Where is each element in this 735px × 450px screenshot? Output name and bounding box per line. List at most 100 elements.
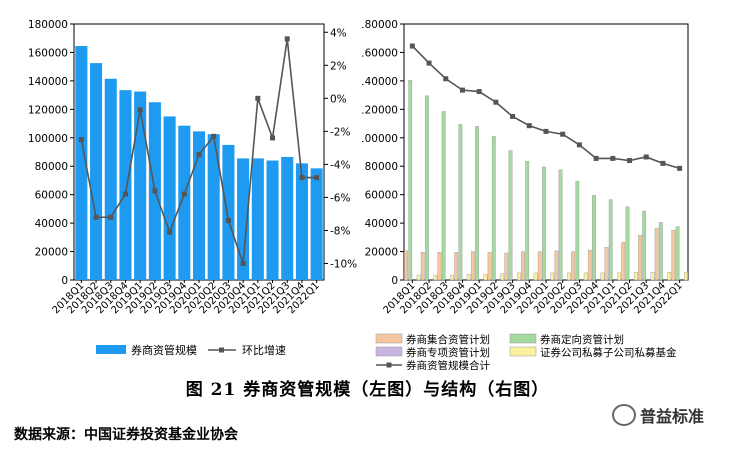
legend-label-directional: 券商定向资管计划 <box>540 333 624 346</box>
total-point-2019Q3 <box>510 113 516 119</box>
legend-label-growth: 环比增速 <box>242 343 286 357</box>
bar-collective-2018Q1 <box>404 250 408 281</box>
bar-private-2020Q4 <box>600 272 605 281</box>
figure-caption: 图 21 券商资管规模（左图）与结构（右图） <box>185 380 550 400</box>
bar-scale-2018Q3 <box>104 78 117 280</box>
growth-point-2018Q3 <box>108 214 114 220</box>
bar-directional-2021Q4 <box>658 222 663 281</box>
bar-private-2019Q4 <box>533 272 538 281</box>
left-y2-tick-label: -2% <box>330 126 350 138</box>
right-y-tick-label: 0 <box>391 275 398 287</box>
bar-private-2019Q3 <box>516 272 521 281</box>
left-y-tick-label: 40000 <box>35 218 68 230</box>
left-y-tick-label: 140000 <box>28 76 68 88</box>
bar-private-2021Q4 <box>667 271 672 281</box>
bar-directional-2022Q1 <box>675 226 680 281</box>
watermark: 普益标准 <box>612 403 704 427</box>
bar-directional-2020Q4 <box>592 195 596 281</box>
total-point-2018Q2 <box>426 60 432 66</box>
right-y-tick-label: 60000 <box>365 190 398 202</box>
growth-point-2020Q4 <box>240 260 246 266</box>
right-bars <box>404 79 688 281</box>
left-y-tick-label: 100000 <box>28 133 68 145</box>
left-bars <box>75 46 323 280</box>
bar-collective-2019Q1 <box>470 251 475 281</box>
bar-scale-2018Q2 <box>90 63 103 280</box>
bar-scale-2019Q1 <box>134 91 147 280</box>
left-y2-axis: 4% 2% 0% -2% -4% -6% -8% -10% <box>324 27 357 270</box>
bar-directional-2019Q1 <box>475 126 479 281</box>
right-y-tick-label: 160000 <box>362 47 398 59</box>
total-point-2021Q1 <box>610 155 616 161</box>
growth-point-2021Q3 <box>284 36 290 42</box>
legend-swatch-private <box>509 346 537 357</box>
legend-label-private: 证券公司私募子公司私募基金 <box>540 346 677 359</box>
growth-point-2018Q1 <box>78 137 84 143</box>
bar-collective-2019Q3 <box>504 252 509 281</box>
left-y2-tick-label: -6% <box>330 192 350 204</box>
right-plot-area <box>403 23 689 281</box>
total-point-2018Q1 <box>409 43 415 49</box>
growth-point-2019Q1 <box>137 107 143 113</box>
growth-point-2019Q2 <box>152 188 158 194</box>
bar-collective-2018Q2 <box>420 252 425 281</box>
left-y2-tick-label: -8% <box>330 225 350 237</box>
left-y-tick-label: 120000 <box>28 104 68 116</box>
left-y2-tick-label: 2% <box>330 60 347 72</box>
bar-scale-2019Q3 <box>163 116 176 280</box>
bar-scale-2020Q1 <box>192 131 206 280</box>
bar-directional-2019Q2 <box>491 136 496 281</box>
bar-collective-2020Q2 <box>554 250 559 281</box>
bar-collective-2021Q4 <box>654 227 659 281</box>
left-y2-tick-label: -10% <box>330 258 357 270</box>
bar-private-2021Q3 <box>650 271 655 281</box>
left-y2-tick-label: 0% <box>330 93 347 105</box>
bar-directional-2018Q2 <box>425 95 429 281</box>
right-y-axis: 0 20000 40000 60000 80000 100000 120000 140000 1… <box>362 19 404 287</box>
bar-private-2020Q1 <box>550 272 555 281</box>
total-point-2019Q2 <box>493 99 499 105</box>
legend-swatch-special <box>375 346 403 357</box>
growth-point-2020Q1 <box>196 151 202 157</box>
watermark-text: 普益标准 <box>640 407 705 426</box>
bar-directional-2018Q3 <box>441 111 446 281</box>
bar-scale-2019Q4 <box>178 125 191 280</box>
bar-directional-2021Q3 <box>642 210 647 281</box>
total-point-2022Q1 <box>677 165 683 171</box>
legend-swatch-growth-marker <box>219 347 224 353</box>
left-y-tick-label: 0 <box>61 275 68 287</box>
left-y-tick-label: 60000 <box>35 190 68 202</box>
bar-collective-2020Q1 <box>537 251 542 281</box>
bar-collective-2019Q2 <box>487 252 492 281</box>
bar-private-2020Q3 <box>583 272 588 281</box>
bar-scale-2021Q4 <box>295 163 308 280</box>
bar-private-2022Q1 <box>684 271 688 281</box>
bar-directional-2020Q1 <box>541 166 546 281</box>
left-chart: 0 20000 40000 60000 80000 100000 120000 140000 1… <box>28 19 357 357</box>
right-y-tick-label: 140000 <box>362 76 398 88</box>
total-point-2019Q1 <box>476 89 482 95</box>
right-y-tick-label: 120000 <box>362 104 398 116</box>
total-point-2020Q1 <box>543 128 549 134</box>
legend-label-collective: 券商集合资管计划 <box>406 333 490 346</box>
bar-directional-2018Q4 <box>458 124 463 281</box>
bar-directional-2019Q3 <box>508 150 513 281</box>
left-y-tick-label: 160000 <box>28 47 68 59</box>
left-y-tick-label: 180000 <box>28 19 68 31</box>
growth-point-2020Q3 <box>225 218 231 224</box>
growth-point-2021Q1 <box>255 95 261 101</box>
legend-label-special: 券商专项资管计划 <box>406 346 490 359</box>
total-point-2019Q4 <box>526 123 532 129</box>
total-point-2021Q2 <box>627 158 633 164</box>
right-y-tick-label: 20000 <box>365 247 398 259</box>
growth-point-2018Q4 <box>122 191 128 197</box>
bar-private-2018Q2 <box>433 274 438 281</box>
left-y-tick-label: 80000 <box>35 161 68 173</box>
right-y-tick-label: 100000 <box>362 133 398 145</box>
bar-directional-2020Q2 <box>558 169 563 281</box>
right-legend: 券商集合资管计划 券商定向资管计划 券商专项资管计划 证券公司私募子公司私募基金… <box>375 333 677 370</box>
legend-label-total: 券商资管规模合计 <box>406 359 490 370</box>
bar-private-2021Q2 <box>633 271 638 281</box>
bar-collective-2019Q4 <box>521 251 525 281</box>
bar-collective-2021Q1 <box>604 247 609 281</box>
